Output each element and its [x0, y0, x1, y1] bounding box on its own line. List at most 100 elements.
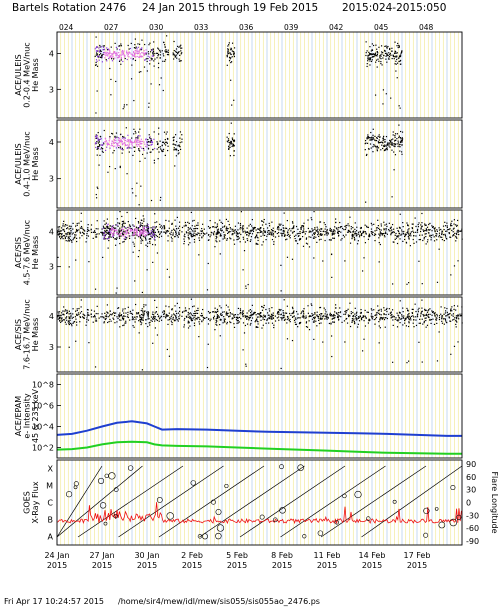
scatter-point — [271, 229, 274, 232]
scatter-point — [158, 146, 160, 149]
scatter-point — [396, 143, 398, 145]
scatter-point — [373, 55, 375, 58]
scatter-point — [122, 231, 124, 233]
doy-tick-label: 030 — [149, 23, 164, 32]
scatter-point — [441, 231, 443, 233]
scatter-point — [62, 310, 64, 312]
scatter-point — [111, 132, 113, 135]
scatter-point — [386, 143, 388, 146]
scatter-point — [425, 228, 428, 231]
scatter-point — [152, 316, 155, 318]
scatter-point — [415, 310, 417, 313]
scatter-point — [425, 233, 427, 235]
scatter-point — [87, 229, 90, 232]
scatter-point — [185, 224, 187, 226]
scatter-point — [76, 309, 78, 312]
scatter-point — [395, 52, 397, 54]
scatter-point — [446, 225, 448, 227]
scatter-point — [242, 311, 244, 313]
scatter-point — [272, 317, 274, 320]
scatter-point — [95, 36, 97, 38]
scatter-point — [153, 234, 155, 236]
scatter-point — [293, 230, 295, 233]
scatter-point — [335, 312, 337, 314]
scatter-point — [133, 52, 135, 55]
scatter-point — [230, 49, 232, 51]
scatter-point — [261, 220, 263, 222]
ylabel-line: He Mass — [31, 58, 40, 92]
scatter-point — [152, 51, 154, 54]
scatter-point — [96, 186, 98, 188]
scatter-point — [376, 312, 378, 314]
scatter-point — [217, 314, 219, 317]
scatter-point — [178, 231, 180, 233]
scatter-point — [136, 229, 138, 231]
series-line-1 — [56, 420, 462, 437]
scatter-point — [124, 322, 126, 324]
scatter-point — [445, 236, 447, 238]
scatter-point — [194, 315, 196, 317]
scatter-point — [348, 230, 350, 232]
scatter-point — [357, 231, 360, 233]
scatter-point — [146, 245, 149, 248]
scatter-point — [368, 235, 370, 237]
scatter-point — [273, 243, 275, 245]
scatter-point — [253, 312, 255, 314]
scatter-point — [236, 322, 238, 324]
scatter-point — [219, 319, 221, 321]
scatter-point — [153, 232, 155, 235]
scatter-point — [295, 225, 298, 228]
scatter-point — [116, 231, 118, 233]
scatter-point — [379, 136, 381, 138]
scatter-point — [296, 317, 298, 319]
scatter-point — [143, 50, 145, 52]
scatter-point — [132, 58, 134, 60]
scatter-point — [172, 232, 174, 234]
scatter-point — [163, 231, 165, 233]
scatter-point — [272, 230, 274, 232]
scatter-point — [233, 133, 235, 135]
scatter-point — [90, 313, 92, 316]
scatter-point — [140, 316, 142, 318]
scatter-point — [196, 309, 198, 312]
scatter-points — [57, 298, 463, 371]
scatter-point — [106, 60, 108, 62]
scatter-point — [376, 229, 378, 231]
scatter-point — [250, 312, 252, 314]
scatter-point — [220, 233, 222, 235]
scatter-point — [147, 316, 149, 318]
scatter-point — [359, 312, 362, 314]
scatter-point — [395, 237, 398, 239]
scatter-point — [230, 48, 233, 50]
scatter-point — [206, 316, 208, 319]
scatter-point — [159, 148, 162, 150]
scatter-point — [288, 319, 290, 322]
scatter-point — [260, 235, 262, 237]
scatter-point — [231, 56, 233, 58]
scatter-point — [398, 124, 400, 126]
scatter-point — [292, 311, 295, 313]
scatter-point — [147, 234, 149, 236]
scatter-point — [280, 290, 282, 292]
scatter-point — [258, 313, 260, 315]
y-tick-label: 3 — [49, 85, 54, 94]
ylabel-group: ACE/SIS 4.5-7.6 MeV/nuc He Mass — [14, 220, 40, 285]
scatter-point — [90, 309, 93, 311]
scatter-point — [234, 316, 236, 318]
scatter-point — [394, 136, 396, 138]
scatter-point — [365, 233, 367, 235]
scatter-point — [211, 226, 214, 228]
scatter-point — [223, 231, 225, 233]
scatter-point — [239, 308, 242, 310]
scatter-point — [299, 238, 302, 240]
scatter-point — [314, 313, 316, 315]
scatter-point — [223, 235, 225, 237]
scatter-point — [93, 231, 95, 233]
scatter-point — [152, 234, 154, 236]
scatter-point — [142, 314, 144, 316]
scatter-point — [291, 232, 294, 234]
scatter-point — [178, 60, 181, 62]
scatter-point — [450, 225, 452, 227]
scatter-point — [327, 316, 329, 319]
scatter-point — [305, 317, 307, 319]
